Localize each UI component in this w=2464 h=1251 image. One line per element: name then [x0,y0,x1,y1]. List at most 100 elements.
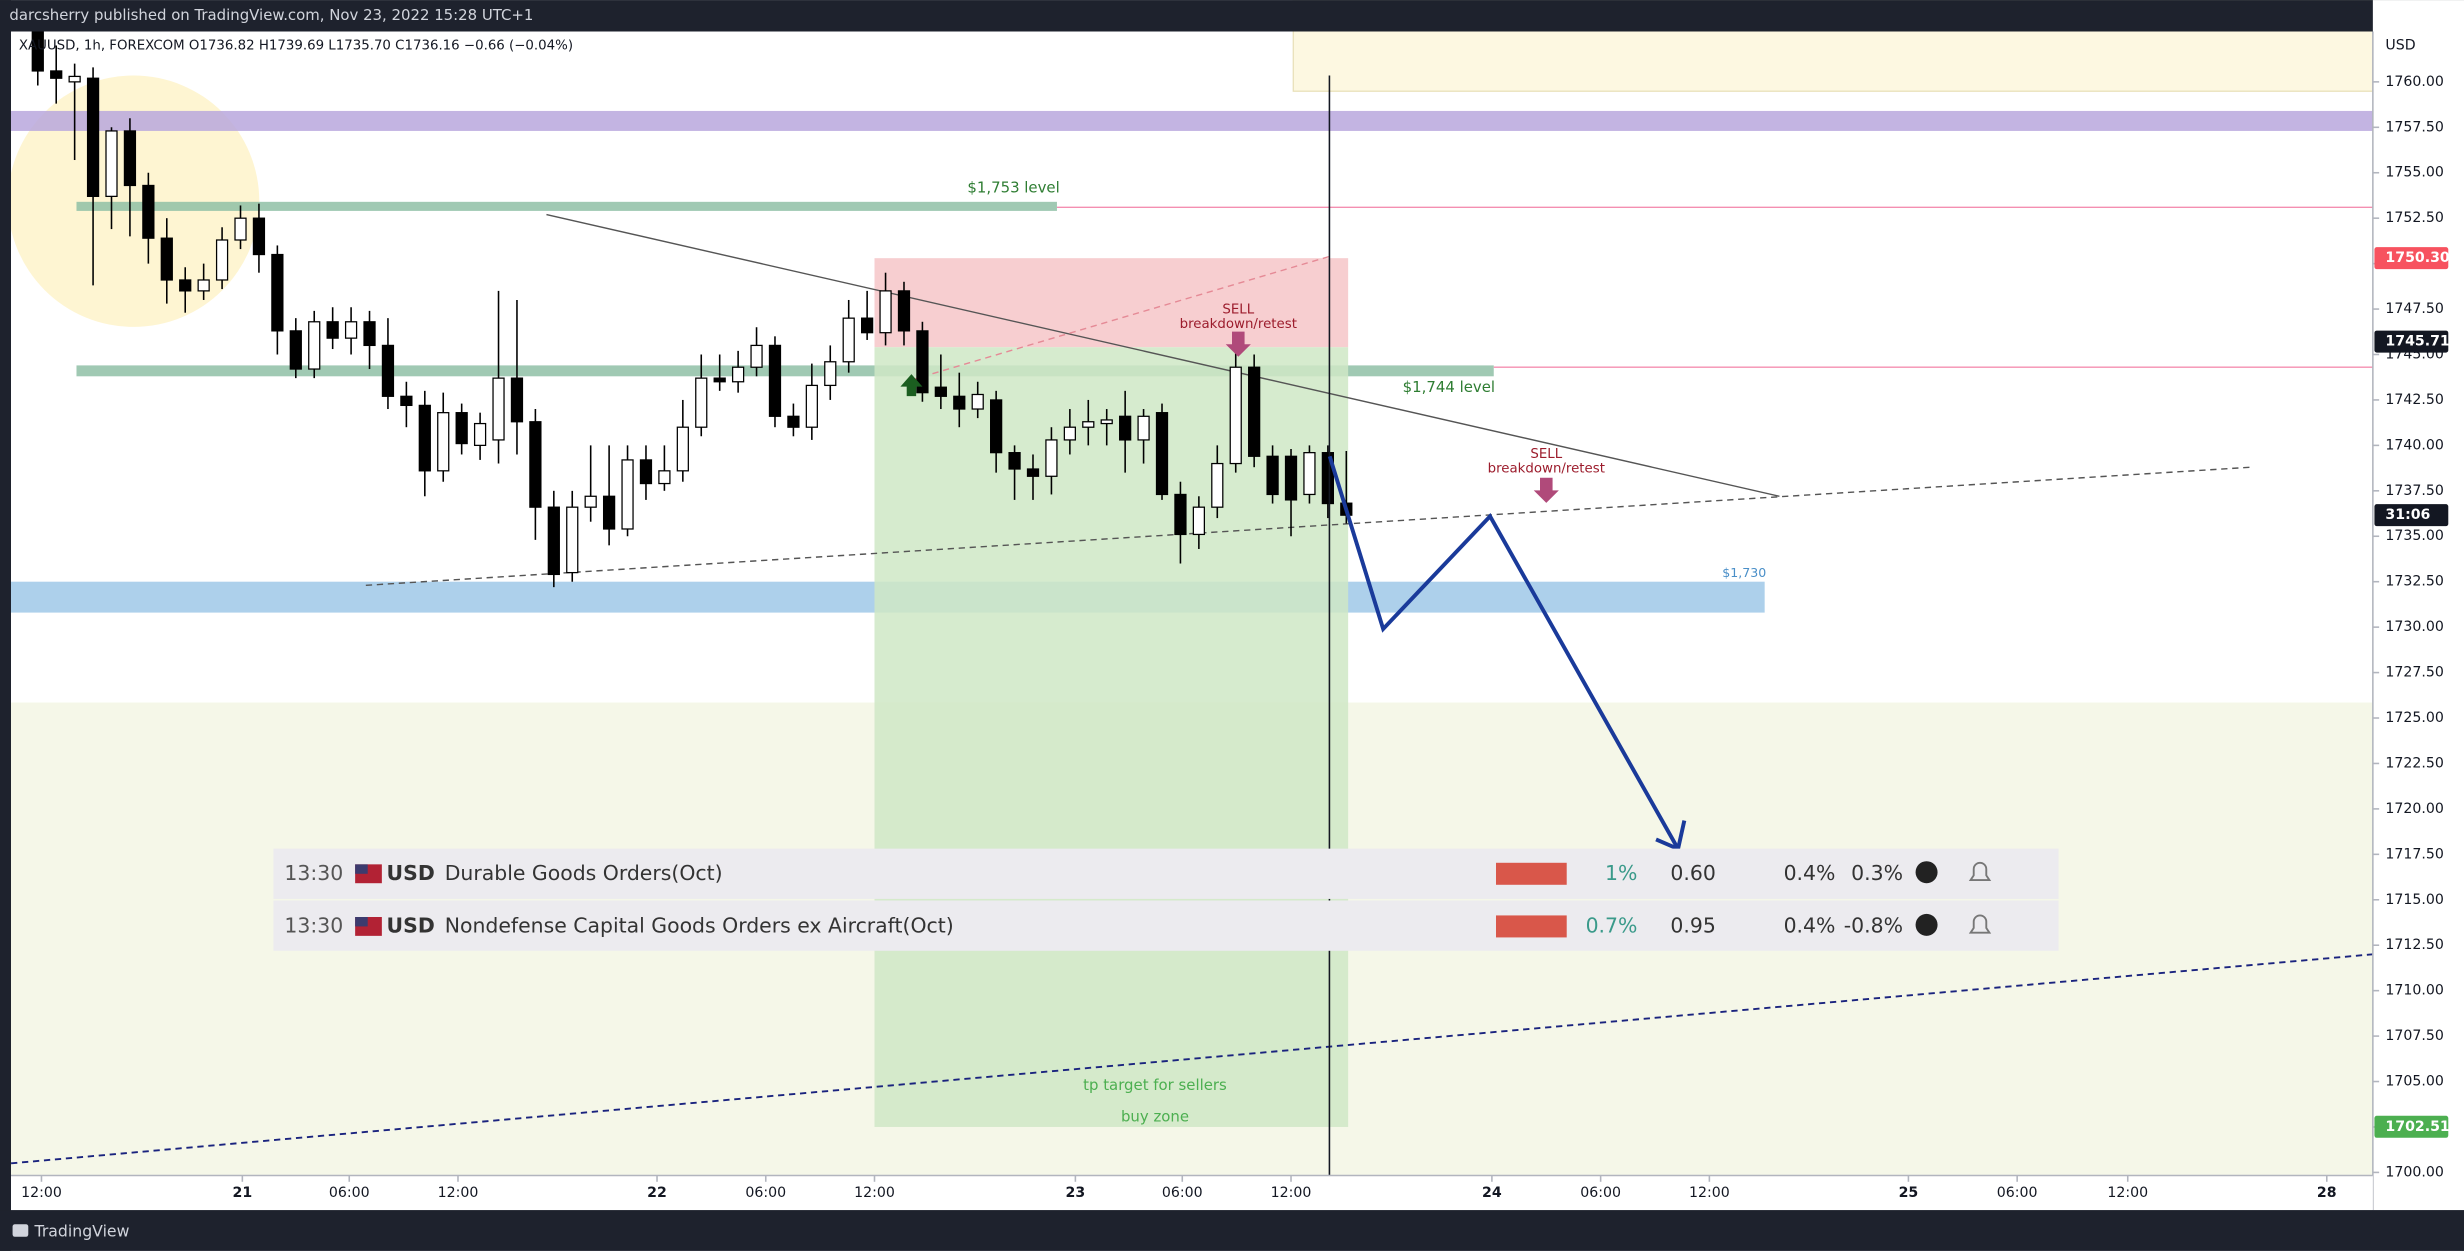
arrow-down [1225,331,1251,357]
annotation: SELL [1222,303,1254,318]
y-tick-label: 1747.50 [2385,301,2443,317]
x-tick-label: 12:00 [438,1185,479,1201]
price-tag-label: 1750.30 [2385,250,2450,266]
x-tick-label: 06:00 [329,1185,370,1201]
candle-body [971,393,984,410]
candle-body [1284,455,1298,501]
event-time: 13:30 [284,913,343,937]
x-tick-label: 12:00 [21,1185,62,1201]
candle-body [68,75,81,83]
candle-body [123,130,137,187]
x-tick-label: 23 [1066,1185,1086,1201]
candle-body [418,404,431,472]
annotation: SELL [1530,447,1562,462]
y-tick-label: 1700.00 [2385,1164,2443,1180]
candle-body [1192,506,1205,536]
candle-body [437,412,450,472]
y-tick-label: 1742.50 [2385,392,2443,408]
candle-body [805,384,818,428]
candle-body [676,426,689,472]
arrow-down [1533,477,1559,503]
zone [11,110,2373,131]
candle-body [1026,468,1040,477]
candle-body [400,395,413,407]
publisher: darcsherry published on TradingView.com,… [9,6,533,24]
y-tick-label: 1710.00 [2385,983,2443,999]
events: 13:30 USD Durable Goods Orders(Oct) 1% 0.60 0… [284,861,1992,938]
logo [12,1224,29,1237]
bell-icon [1968,914,1992,934]
price-axis [2372,0,2464,1211]
time-axis [11,1175,2373,1211]
candle-body [1045,439,1058,477]
candle-body [86,77,100,197]
info-icon [1915,861,1938,884]
y-tick-label: 1727.50 [2385,665,2443,681]
x-tick-label: 22 [647,1185,667,1201]
zone [76,365,1494,377]
price-tag-label: 1702.51 [2385,1119,2449,1135]
info-icon [1915,913,1938,936]
candle-body [271,253,284,332]
x-tick-label: 21 [233,1185,253,1201]
y-tick-label: 1755.00 [2385,165,2443,181]
candle-body [252,217,266,256]
candle-body [1119,415,1132,441]
candle-body [1174,493,1187,536]
candle-body [529,421,542,508]
candle-body [510,377,524,423]
zone [76,201,1057,211]
annotation: $1,744 level [1403,378,1495,396]
candle-body [750,344,763,368]
x-tick-label: 12:00 [2107,1185,2148,1201]
y-tick-label: 1737.50 [2385,483,2443,499]
projection-path [1327,455,1680,850]
y-tick-label: 1760.00 [2385,74,2443,90]
trend-line [546,213,1780,497]
candle-body [768,344,782,417]
y-tick-label: 1705.00 [2385,1074,2443,1090]
y-tick-label: 1740.00 [2385,437,2443,453]
event-revised: 0.3% [1851,861,1903,885]
candle-body [105,130,118,197]
axis-labels: 1700.001702.501705.001707.501710.001712.… [21,74,2450,1201]
candle-body [492,377,505,441]
candle-body [179,279,192,292]
price-tag-label: 1745.71 [2385,334,2449,350]
candle-body [197,279,210,292]
arrow-up [900,374,923,397]
event-row [273,848,2059,899]
candle-body [215,239,229,281]
candle-body [234,217,247,241]
event-time: 13:30 [284,861,343,885]
x-tick-label: 06:00 [1162,1185,1203,1201]
impact-bar [1496,915,1567,938]
left-border [0,0,11,1251]
annotation: breakdown/retest [1180,317,1297,332]
y-tick-label: 1715.00 [2385,892,2443,908]
candle-body [842,317,855,363]
annotation: tp target for sellers [1083,1076,1227,1094]
y-tick-label: 1720.00 [2385,801,2443,817]
candle-body [1229,366,1242,465]
candle-body [621,459,634,530]
candle-body [731,366,745,383]
event-previous: 0.4% [1784,861,1836,885]
x-tick-label: 28 [2317,1185,2337,1201]
decoration-circle [11,75,260,327]
y-tick-label: 1725.00 [2385,710,2443,726]
candle-body [879,290,892,334]
trend-line [911,255,1330,381]
candle-body [50,70,63,79]
candle-body [1063,426,1076,441]
candle-body [1100,419,1113,425]
candle-body [1303,452,1316,496]
x-tick-label: 12:00 [854,1185,895,1201]
candle-body [584,495,597,508]
candle-body [658,470,671,485]
event-previous: 0.4% [1784,913,1836,937]
zone [874,258,1349,348]
event-currency: USD [387,913,435,937]
candle-body [897,290,911,332]
